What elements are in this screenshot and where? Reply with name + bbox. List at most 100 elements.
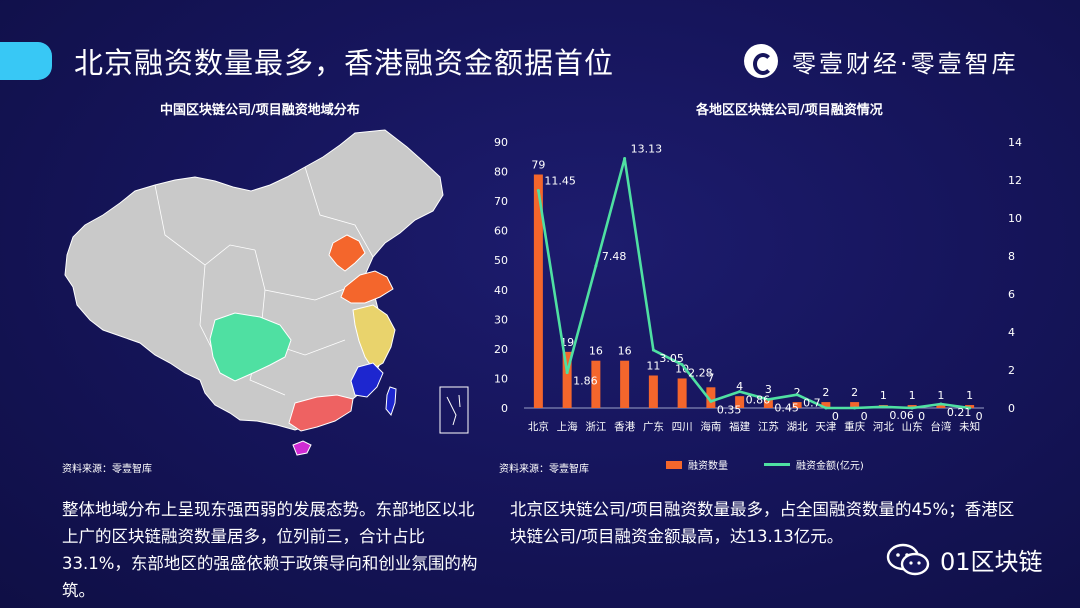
legend-swatch-line — [764, 463, 790, 466]
y-left-tick-label: 40 — [494, 284, 508, 297]
amount-value-label: 0 — [861, 410, 868, 423]
amount-value-label: 0 — [918, 410, 925, 423]
x-tick-label: 江苏 — [758, 420, 779, 433]
x-tick-label: 北京 — [528, 420, 549, 433]
x-tick-label: 台湾 — [930, 420, 951, 433]
bar-value-label: 79 — [531, 159, 545, 172]
brand-logo-group: 零壹财经·零壹智库 — [744, 42, 1019, 80]
map-region-taiwan — [385, 386, 397, 417]
wechat-account-badge: 01区块链 — [886, 542, 1043, 577]
amount-point — [709, 399, 713, 403]
amount-value-label: 11.45 — [544, 174, 576, 187]
slide-title: 北京融资数量最多，香港融资金额据首位 — [74, 46, 615, 80]
bar-重庆 — [850, 402, 860, 408]
amount-point — [766, 397, 770, 401]
bar-天津 — [821, 402, 831, 408]
chart-legend: 融资数量 融资金额(亿元) — [666, 457, 864, 472]
map-region-sichuan — [209, 312, 292, 382]
map-source: 资料来源：零壹智库 — [62, 464, 152, 475]
amount-point — [968, 406, 972, 410]
amount-point — [651, 348, 655, 352]
y-left-tick-label: 80 — [494, 166, 508, 179]
amount-value-label: 0.7 — [803, 397, 821, 410]
bar-福建 — [735, 396, 745, 408]
brand-name: 零壹财经·零壹智库 — [792, 49, 1019, 78]
amount-point — [824, 406, 828, 410]
brand-logo-icon — [744, 44, 778, 78]
bar-value-label: 11 — [646, 359, 660, 372]
x-tick-label: 山东 — [902, 420, 923, 433]
title-accent-tab — [0, 42, 52, 80]
amount-value-label: 0 — [976, 410, 983, 423]
amount-point — [565, 371, 569, 375]
y-right-tick-label: 10 — [1008, 212, 1022, 225]
x-tick-label: 福建 — [729, 420, 750, 433]
y-right-tick-label: 8 — [1008, 250, 1015, 263]
map-region-shandong — [340, 270, 394, 304]
bar-value-label: 16 — [618, 345, 632, 358]
bar-value-label: 2 — [851, 386, 858, 399]
map-region-jiangsu-zhejiang — [352, 304, 396, 370]
y-right-tick-label: 4 — [1008, 326, 1015, 339]
x-tick-label: 广东 — [643, 420, 664, 433]
amount-point — [939, 402, 943, 406]
map-region-guangdong — [288, 394, 354, 432]
bar-value-label: 3 — [765, 383, 772, 396]
summary-paragraph-right: 北京区块链公司/项目融资数量最多，占全国融资数量的45%；香港区块链公司/项目融… — [510, 500, 1015, 546]
south-china-sea-inset — [439, 386, 469, 434]
amount-line — [537, 157, 970, 410]
x-tick-label: 湖北 — [787, 421, 808, 433]
bar-北京 — [533, 174, 543, 408]
amount-point — [910, 406, 914, 410]
chart-source: 资料来源：零壹智库 — [499, 464, 589, 475]
amount-point — [680, 363, 684, 367]
y-left-tick-label: 50 — [494, 254, 508, 267]
amount-value-label: 0.21 — [947, 406, 972, 419]
bar-四川 — [677, 378, 687, 408]
x-tick-label: 天津 — [815, 421, 836, 433]
y-left-tick-label: 10 — [494, 372, 508, 385]
x-tick-label: 香港 — [614, 421, 635, 433]
amount-value-label: 3.05 — [659, 352, 684, 365]
china-region-map — [64, 129, 469, 456]
amount-point — [623, 157, 627, 161]
wechat-icon — [886, 543, 930, 575]
y-left-tick-label: 60 — [494, 225, 508, 238]
amount-value-label: 0.35 — [717, 403, 742, 416]
y-right-tick-label: 0 — [1008, 402, 1015, 415]
legend-swatch-bar — [666, 460, 682, 469]
chart-title: 各地区区块链公司/项目融资情况 — [696, 103, 883, 118]
bar-value-label: 7 — [707, 371, 714, 384]
amount-value-label: 0.45 — [774, 401, 799, 414]
summary-paragraph-left: 整体地域分布上呈现东强西弱的发展态势。东部地区以北上广的区块链融资数量居多，位列… — [62, 500, 478, 600]
bar-value-label: 1 — [909, 389, 916, 402]
bar-广东 — [648, 375, 658, 408]
bar-海南 — [706, 387, 716, 408]
y-left-tick-label: 30 — [494, 313, 508, 326]
y-left-tick-label: 0 — [501, 402, 508, 415]
x-tick-label: 四川 — [672, 421, 693, 433]
amount-value-label: 0.06 — [889, 409, 914, 422]
map-region-china-mainland — [64, 129, 444, 431]
legend-label-count: 融资数量 — [688, 461, 728, 472]
bar-value-label: 4 — [736, 380, 743, 393]
x-tick-label: 海南 — [700, 420, 721, 433]
amount-point — [795, 393, 799, 397]
map-title: 中国区块链公司/项目融资地域分布 — [160, 103, 360, 118]
x-tick-label: 重庆 — [844, 420, 865, 433]
bar-台湾 — [936, 405, 946, 408]
x-tick-label: 河北 — [873, 421, 894, 433]
map-region-beijing-tianjin — [328, 234, 366, 272]
bar-香港 — [620, 360, 630, 408]
amount-value-label: 0.86 — [746, 394, 771, 407]
y-right-tick-label: 14 — [1008, 136, 1022, 149]
y-right-tick-label: 6 — [1008, 288, 1015, 301]
x-tick-label: 上海 — [557, 420, 578, 433]
bar-value-label: 10 — [675, 362, 689, 375]
bar-江苏 — [763, 399, 773, 408]
x-tick-label: 未知 — [959, 420, 980, 433]
amount-value-label: 0 — [832, 410, 839, 423]
amount-point — [738, 390, 742, 394]
y-left-tick-label: 20 — [494, 343, 508, 356]
amount-value-label: 7.48 — [602, 250, 627, 263]
